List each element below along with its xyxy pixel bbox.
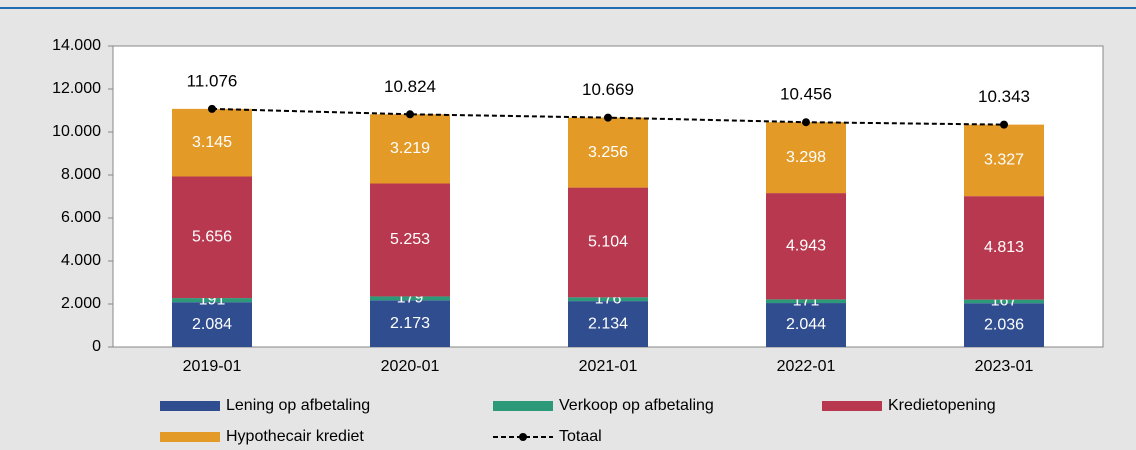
bar-segment [568, 117, 648, 188]
bar-segment [172, 108, 252, 177]
value-label: 3.145 [192, 134, 232, 151]
bar-segment [766, 122, 846, 194]
y-tick-label: 8.000 [61, 166, 101, 183]
legend-swatch [160, 432, 220, 442]
y-tick-label: 6.000 [61, 209, 101, 226]
total-marker [406, 110, 414, 119]
x-tick-label: 2022-01 [777, 358, 836, 375]
bar-segment [370, 300, 450, 347]
bar-segment [172, 298, 252, 303]
x-tick-label: 2023-01 [975, 358, 1034, 375]
bar-segment [964, 299, 1044, 304]
total-label: 10.456 [780, 85, 832, 104]
bar-segment [370, 114, 450, 184]
value-label: 2.134 [588, 315, 628, 332]
legend-label: Verkoop op afbetaling [559, 397, 714, 414]
legend-label: Hypothecair krediet [226, 428, 364, 445]
value-label: 5.253 [390, 231, 430, 248]
total-label: 10.669 [582, 80, 634, 99]
bar-segment [370, 296, 450, 301]
bar-segment [766, 193, 846, 300]
total-marker [1000, 120, 1008, 129]
total-label: 10.343 [978, 87, 1030, 106]
bar-segment [568, 297, 648, 302]
bar-segment [568, 301, 648, 347]
bar-segment [568, 187, 648, 298]
value-label: 2.044 [786, 316, 826, 333]
bar-segment [766, 303, 846, 347]
value-label: 3.256 [588, 144, 628, 161]
bar-segment [172, 302, 252, 347]
legend-label: Kredietopening [888, 397, 996, 414]
value-label: 3.298 [786, 149, 826, 166]
legend-swatch [160, 401, 220, 411]
x-tick-label: 2021-01 [579, 358, 638, 375]
legend-marker [519, 433, 527, 441]
bar-segment [766, 299, 846, 304]
bar-segment [172, 176, 252, 299]
value-label: 4.943 [786, 237, 826, 254]
value-label: 3.327 [984, 152, 1024, 169]
value-label: 2.036 [984, 316, 1024, 333]
y-tick-label: 10.000 [52, 123, 101, 140]
x-tick-label: 2020-01 [381, 358, 440, 375]
legend-swatch [822, 401, 882, 411]
total-marker [802, 118, 810, 127]
bar-segment [964, 124, 1044, 197]
header-rule [0, 7, 1136, 9]
bar-segment [964, 196, 1044, 300]
legend-label: Lening op afbetaling [226, 397, 370, 414]
y-tick-label: 2.000 [61, 295, 101, 312]
total-marker [604, 113, 612, 122]
total-label: 11.076 [187, 71, 238, 90]
x-tick-label: 2019-01 [183, 358, 242, 375]
value-label: 2.173 [390, 315, 430, 332]
total-label: 10.824 [384, 77, 436, 96]
y-tick-label: 12.000 [52, 80, 101, 97]
legend-label: Totaal [559, 428, 602, 445]
value-label: 3.219 [390, 140, 430, 157]
total-marker [208, 104, 216, 113]
y-tick-label: 4.000 [61, 252, 101, 269]
bar-segment [964, 303, 1044, 347]
value-label: 5.656 [192, 229, 232, 246]
y-tick-label: 14.000 [52, 37, 101, 54]
bar-segment [370, 183, 450, 297]
value-label: 5.104 [588, 234, 628, 251]
value-label: 4.813 [984, 239, 1024, 256]
legend-swatch [493, 401, 553, 411]
value-label: 2.084 [192, 316, 232, 333]
y-tick-label: 0 [92, 338, 101, 355]
